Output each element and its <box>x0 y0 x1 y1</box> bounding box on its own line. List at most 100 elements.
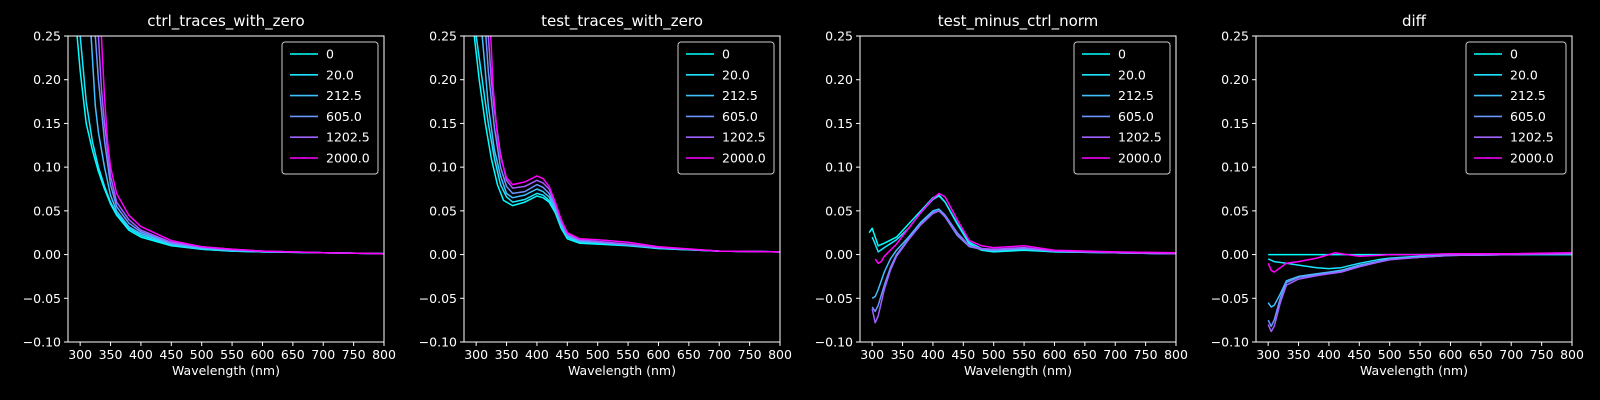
x-tick-label: 700 <box>311 347 335 362</box>
legend-label: 605.0 <box>1510 109 1546 124</box>
x-axis-label: Wavelength (nm) <box>1360 363 1468 378</box>
legend-label: 212.5 <box>326 88 362 103</box>
legend: 0 20.0 212.5 605.0 1202.5 2000.0 <box>1465 41 1567 175</box>
series-line-5 <box>874 192 1176 265</box>
x-axis-label: Wavelength (nm) <box>964 363 1072 378</box>
x-tick-label: 750 <box>1134 347 1158 362</box>
y-tick-label: 0.05 <box>33 203 61 218</box>
y-tick-label: 0.15 <box>1221 116 1249 131</box>
x-tick-label: 800 <box>372 347 396 362</box>
x-tick-label: 500 <box>190 347 214 362</box>
x-tick-label: 700 <box>1499 347 1523 362</box>
y-tick-label: 0.10 <box>1221 160 1249 175</box>
x-axis-label: Wavelength (nm) <box>172 363 280 378</box>
plot-frame <box>67 35 385 343</box>
x-tick-label: 650 <box>1073 347 1097 362</box>
plot-frame <box>463 35 781 343</box>
x-tick-label: 750 <box>738 347 762 362</box>
x-tick-label: 650 <box>677 347 701 362</box>
series-line-4 <box>871 210 1176 324</box>
y-tick-label: 0.00 <box>33 247 61 262</box>
x-tick-label: 450 <box>159 347 183 362</box>
series-line-1 <box>1267 252 1572 270</box>
legend: 0 20.0 212.5 605.0 1202.5 2000.0 <box>281 41 379 175</box>
series-line-4 <box>1267 252 1572 333</box>
series-line-5 <box>1267 252 1572 273</box>
legend-label: 2000.0 <box>326 151 370 166</box>
plot-frame <box>1255 35 1573 343</box>
legend-label: 0 <box>326 47 334 62</box>
legend-label: 1202.5 <box>1510 130 1554 145</box>
y-tick-label: −0.05 <box>815 291 853 306</box>
legend-label: 1202.5 <box>326 130 370 145</box>
legend-label: 212.5 <box>1118 88 1154 103</box>
x-tick-label: 550 <box>1408 347 1432 362</box>
x-tick-label: 800 <box>768 347 792 362</box>
y-tick-label: 0.25 <box>33 29 61 44</box>
series-line-2 <box>1267 252 1572 308</box>
series-line-0 <box>473 36 780 253</box>
legend-label: 212.5 <box>1510 88 1546 103</box>
y-tick-label: 0.20 <box>429 72 457 87</box>
series-line-3 <box>485 36 780 253</box>
y-tick-label: 0.20 <box>33 72 61 87</box>
chart-panel-3: test_minus_ctrl_norm 300 350 400 450 500 550 60… <box>815 12 1188 378</box>
x-tick-label: 600 <box>1439 347 1463 362</box>
legend: 0 20.0 212.5 605.0 1202.5 2000.0 <box>677 41 775 175</box>
panel-title: diff <box>1402 12 1427 30</box>
x-tick-label: 450 <box>1347 347 1371 362</box>
y-tick-label: 0.00 <box>429 247 457 262</box>
y-tick-label: −0.05 <box>1211 291 1249 306</box>
x-tick-label: 550 <box>616 347 640 362</box>
legend-label: 1202.5 <box>722 130 766 145</box>
y-tick-label: 0.15 <box>825 116 853 131</box>
y-tick-label: −0.05 <box>23 291 61 306</box>
y-tick-label: 0.00 <box>825 247 853 262</box>
y-tick-label: −0.10 <box>419 335 457 350</box>
series-line-3 <box>1267 252 1572 328</box>
chart-panel-1: ctrl_traces_with_zero 300 350 400 450 500 550 6… <box>23 12 396 378</box>
x-tick-label: 300 <box>1256 347 1280 362</box>
y-tick-label: 0.20 <box>1221 72 1249 87</box>
legend-label: 20.0 <box>326 67 354 82</box>
series-group <box>868 192 1176 324</box>
legend-label: 0 <box>722 47 730 62</box>
x-tick-label: 400 <box>1317 347 1341 362</box>
y-tick-label: −0.10 <box>815 335 853 350</box>
y-tick-label: 0.15 <box>33 116 61 131</box>
x-tick-label: 500 <box>586 347 610 362</box>
x-tick-label: 400 <box>525 347 549 362</box>
x-tick-label: 350 <box>891 347 915 362</box>
legend-label: 605.0 <box>1118 109 1154 124</box>
x-tick-label: 800 <box>1164 347 1188 362</box>
legend-label: 1202.5 <box>1118 130 1162 145</box>
legend-label: 0 <box>1118 47 1126 62</box>
x-tick-label: 700 <box>1103 347 1127 362</box>
x-tick-label: 550 <box>220 347 244 362</box>
legend-label: 2000.0 <box>1118 151 1162 166</box>
legend-label: 212.5 <box>722 88 758 103</box>
x-tick-label: 500 <box>1378 347 1402 362</box>
x-tick-label: 750 <box>342 347 366 362</box>
x-tick-label: 600 <box>251 347 275 362</box>
x-tick-label: 350 <box>99 347 123 362</box>
y-tick-label: 0.05 <box>825 203 853 218</box>
y-tick-label: 0.25 <box>825 29 853 44</box>
series-group <box>473 36 780 253</box>
x-tick-label: 400 <box>129 347 153 362</box>
x-tick-label: 800 <box>1560 347 1584 362</box>
x-tick-label: 300 <box>68 347 92 362</box>
y-tick-label: −0.10 <box>23 335 61 350</box>
series-group <box>76 36 384 255</box>
y-tick-label: 0.15 <box>429 116 457 131</box>
legend-label: 2000.0 <box>1510 151 1554 166</box>
legend: 0 20.0 212.5 605.0 1202.5 2000.0 <box>1073 41 1171 175</box>
series-line-1 <box>871 195 1176 255</box>
y-tick-label: 0.25 <box>1221 29 1249 44</box>
y-tick-label: 0.10 <box>33 160 61 175</box>
x-tick-label: 700 <box>707 347 731 362</box>
x-tick-label: 500 <box>982 347 1006 362</box>
series-line-5 <box>100 36 384 255</box>
chart-panel-2: test_traces_with_zero 300 350 400 450 500 550 6… <box>419 12 792 378</box>
x-axis-label: Wavelength (nm) <box>568 363 676 378</box>
